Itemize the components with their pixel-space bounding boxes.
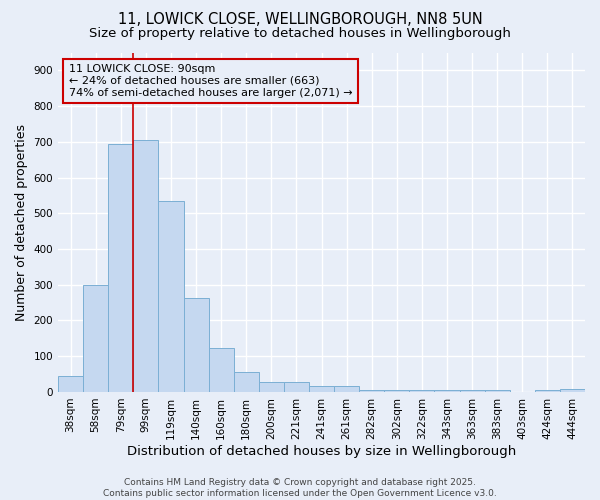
Text: Contains HM Land Registry data © Crown copyright and database right 2025.
Contai: Contains HM Land Registry data © Crown c… xyxy=(103,478,497,498)
Bar xyxy=(460,390,485,392)
Bar xyxy=(133,140,158,392)
Bar xyxy=(158,201,184,392)
Bar xyxy=(284,382,309,392)
Text: Size of property relative to detached houses in Wellingborough: Size of property relative to detached ho… xyxy=(89,28,511,40)
Bar xyxy=(409,390,434,392)
Bar xyxy=(184,298,209,392)
Bar xyxy=(434,390,460,392)
Bar xyxy=(384,390,409,392)
Bar xyxy=(233,372,259,392)
Bar xyxy=(209,348,233,392)
Bar xyxy=(58,376,83,392)
Text: 11 LOWICK CLOSE: 90sqm
← 24% of detached houses are smaller (663)
74% of semi-de: 11 LOWICK CLOSE: 90sqm ← 24% of detached… xyxy=(68,64,352,98)
Bar xyxy=(560,389,585,392)
Bar xyxy=(485,390,510,392)
Y-axis label: Number of detached properties: Number of detached properties xyxy=(15,124,28,320)
X-axis label: Distribution of detached houses by size in Wellingborough: Distribution of detached houses by size … xyxy=(127,444,516,458)
Bar xyxy=(309,386,334,392)
Text: 11, LOWICK CLOSE, WELLINGBOROUGH, NN8 5UN: 11, LOWICK CLOSE, WELLINGBOROUGH, NN8 5U… xyxy=(118,12,482,28)
Bar xyxy=(535,390,560,392)
Bar xyxy=(334,386,359,392)
Bar xyxy=(359,390,384,392)
Bar xyxy=(108,144,133,392)
Bar xyxy=(83,285,108,392)
Bar xyxy=(259,382,284,392)
